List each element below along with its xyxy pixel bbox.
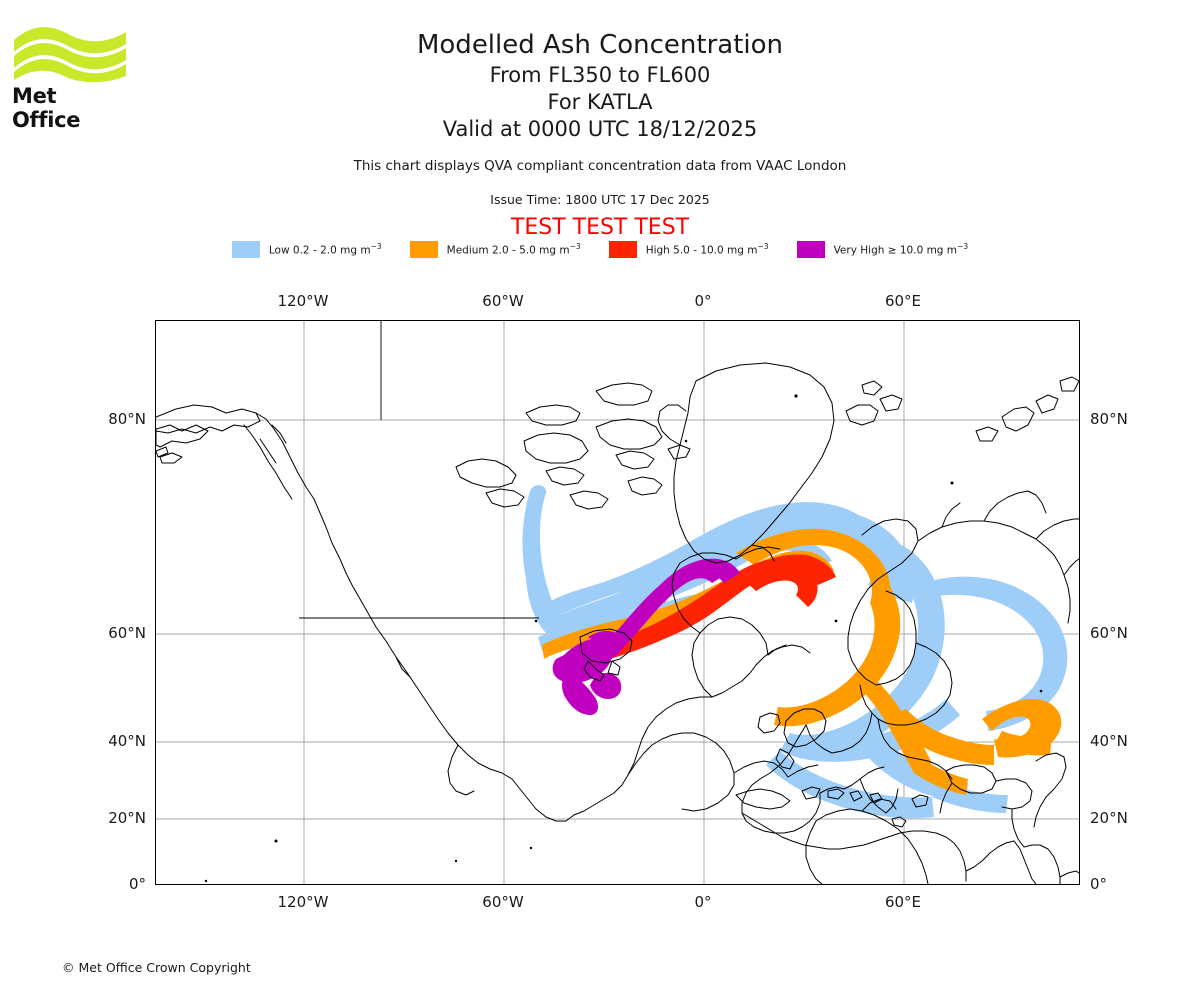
ash-plume-very-high <box>552 558 740 715</box>
met-office-logo: Met Office <box>10 22 130 132</box>
met-office-waves-icon <box>14 27 126 83</box>
lat-label-right-0: 0° <box>1090 875 1108 893</box>
lon-label-top-60w: 60°W <box>482 292 524 310</box>
qva-note: This chart displays QVA compliant concen… <box>353 158 847 174</box>
lon-label-bottom-60w: 60°W <box>482 893 524 911</box>
ash-plume-medium <box>542 528 1062 795</box>
logo-text: Met Office <box>12 84 81 132</box>
legend-label-very-high: Very High ≥ 10.0 mg m−3 <box>833 242 969 257</box>
lat-label-left-20n: 20°N <box>108 809 146 827</box>
legend-item-high: High 5.0 - 10.0 mg m−3 <box>608 241 769 258</box>
lat-label-left-60n: 60°N <box>108 624 146 642</box>
volcano-subtitle: For KATLA <box>547 90 653 114</box>
legend-swatch-high <box>608 241 637 258</box>
lat-label-right-40n: 40°N <box>1090 732 1128 750</box>
lon-label-bottom-0: 0° <box>694 893 712 911</box>
political-borders <box>299 321 539 619</box>
test-banner: TEST TEST TEST <box>510 215 690 240</box>
lat-label-left-40n: 40°N <box>108 732 146 750</box>
lat-label-right-60n: 60°N <box>1090 624 1128 642</box>
issue-time: Issue Time: 1800 UTC 17 Dec 2025 <box>490 192 710 207</box>
legend-label-medium: Medium 2.0 - 5.0 mg m−3 <box>446 242 581 257</box>
lon-label-top-0: 0° <box>694 292 712 310</box>
legend-swatch-low <box>231 241 260 258</box>
lat-label-left-0: 0° <box>128 875 146 893</box>
lon-label-bottom-120w: 120°W <box>277 893 329 911</box>
legend-swatch-medium <box>409 241 438 258</box>
legend-label-high: High 5.0 - 10.0 mg m−3 <box>645 242 769 257</box>
legend-item-very-high: Very High ≥ 10.0 mg m−3 <box>796 241 969 258</box>
map-coastlines <box>156 362 1079 884</box>
legend-swatch-very-high <box>796 241 825 258</box>
small-islands <box>204 394 1043 883</box>
map-frame <box>155 320 1080 885</box>
lat-label-right-20n: 20°N <box>1090 809 1128 827</box>
concentration-legend: Low 0.2 - 2.0 mg m−3 Medium 2.0 - 5.0 mg… <box>0 241 1200 258</box>
ash-concentration-map[interactable] <box>155 320 1080 885</box>
lon-label-bottom-60e: 60°E <box>884 893 922 911</box>
flight-level-subtitle: From FL350 to FL600 <box>489 63 711 87</box>
lon-label-top-60e: 60°E <box>884 292 922 310</box>
copyright-notice: © Met Office Crown Copyright <box>62 960 251 975</box>
lat-label-left-80n: 80°N <box>108 410 146 428</box>
legend-label-low: Low 0.2 - 2.0 mg m−3 <box>268 242 382 257</box>
lon-label-top-120w: 120°W <box>277 292 329 310</box>
legend-item-low: Low 0.2 - 2.0 mg m−3 <box>231 241 382 258</box>
lat-label-right-80n: 80°N <box>1090 410 1128 428</box>
legend-item-medium: Medium 2.0 - 5.0 mg m−3 <box>409 241 581 258</box>
map-canvas <box>156 321 1079 884</box>
valid-time-subtitle: Valid at 0000 UTC 18/12/2025 <box>442 117 758 141</box>
page-title: Modelled Ash Concentration <box>416 30 784 60</box>
